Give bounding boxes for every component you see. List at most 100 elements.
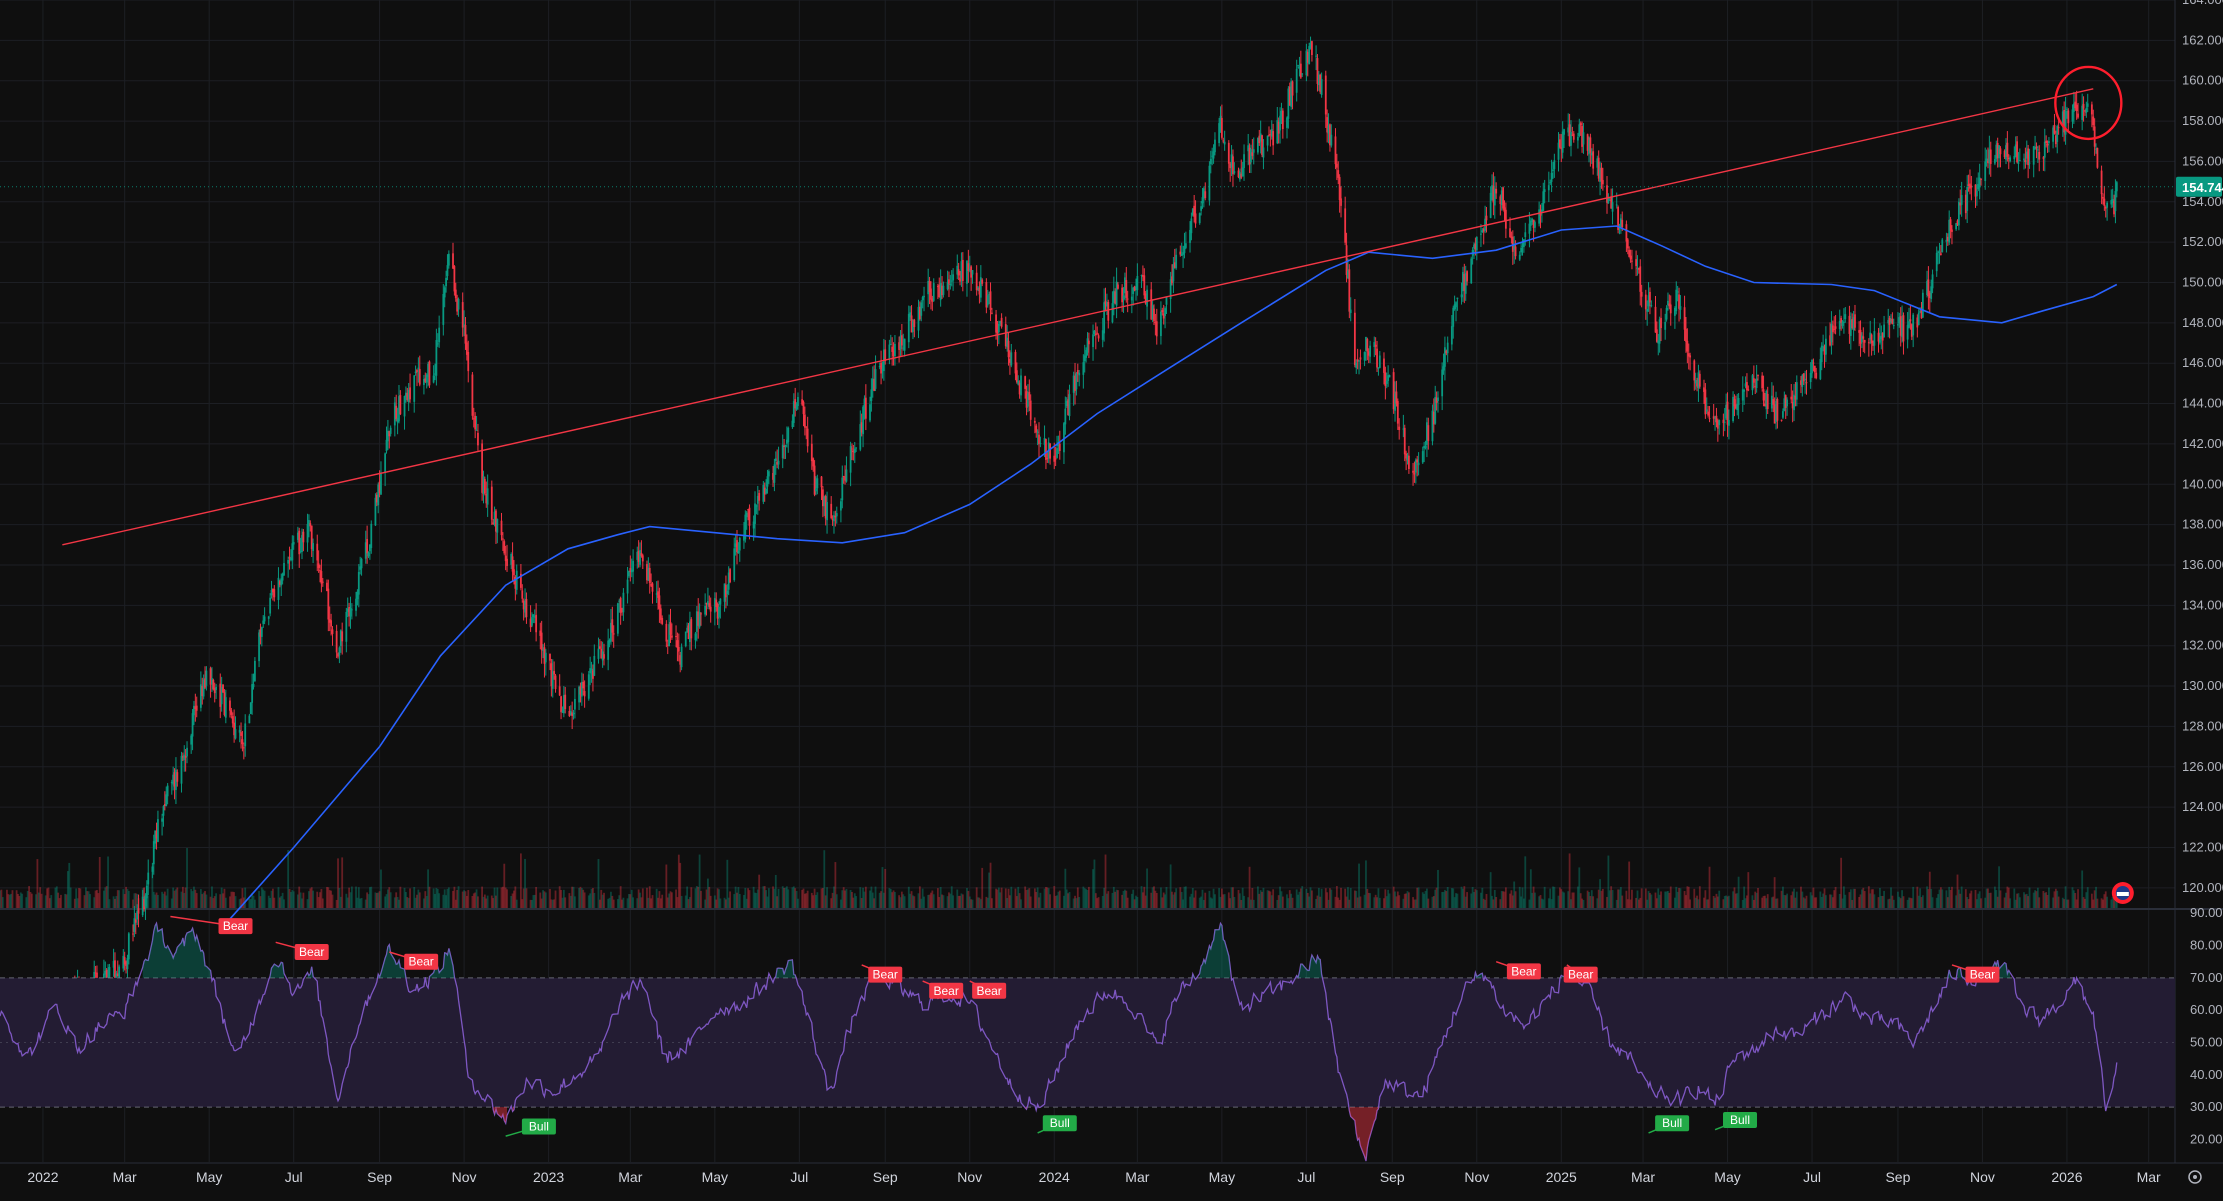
candle-body[interactable] [416, 370, 418, 373]
candle-body[interactable] [1182, 252, 1184, 255]
candle-body[interactable] [1751, 375, 1754, 391]
candle-body[interactable] [423, 379, 425, 385]
candle-body[interactable] [747, 509, 749, 511]
candle-body[interactable] [558, 686, 561, 696]
candle-body[interactable] [1453, 304, 1456, 310]
candle-body[interactable] [349, 608, 352, 617]
candle-body[interactable] [389, 427, 392, 434]
candle-body[interactable] [500, 520, 503, 536]
candle-body[interactable] [1144, 293, 1147, 304]
candle-body[interactable] [823, 496, 826, 507]
candle-body[interactable] [535, 614, 538, 633]
candle-body[interactable] [1024, 376, 1027, 389]
candle-body[interactable] [1087, 340, 1090, 345]
candle-body[interactable] [767, 471, 770, 477]
candle-body[interactable] [1901, 318, 1903, 338]
candle-body[interactable] [1212, 151, 1215, 159]
candle-body[interactable] [1010, 352, 1013, 366]
candle-body[interactable] [1995, 144, 1998, 159]
candle-body[interactable] [1899, 316, 1902, 336]
candle-body[interactable] [288, 557, 291, 559]
candle-body[interactable] [826, 502, 828, 521]
candle-body[interactable] [1416, 459, 1419, 463]
candle-body[interactable] [1220, 117, 1223, 138]
candle-body[interactable] [348, 607, 351, 617]
candle-body[interactable] [1151, 305, 1154, 320]
candle-body[interactable] [2023, 158, 2025, 161]
candle-body[interactable] [705, 602, 708, 605]
candle-body[interactable] [1999, 148, 2002, 155]
candle-body[interactable] [1590, 152, 1593, 156]
candle-body[interactable] [1355, 362, 1358, 368]
candle-body[interactable] [600, 648, 603, 659]
candle-body[interactable] [213, 687, 216, 694]
candle-body[interactable] [1460, 294, 1463, 298]
candle-body[interactable] [368, 544, 371, 552]
candle-body[interactable] [442, 293, 445, 325]
candle-body[interactable] [1035, 425, 1038, 433]
candle-body[interactable] [2104, 206, 2107, 209]
candle-body[interactable] [792, 401, 795, 423]
candle-body[interactable] [1403, 427, 1406, 455]
candle-body[interactable] [1703, 387, 1705, 392]
candle-body[interactable] [628, 570, 630, 577]
candle-body[interactable] [1723, 421, 1726, 423]
candle-body[interactable] [598, 646, 601, 649]
candle-body[interactable] [881, 369, 884, 371]
candle-body[interactable] [1229, 163, 1232, 169]
candle-body[interactable] [1883, 324, 1885, 338]
candle-body[interactable] [562, 695, 565, 714]
candle-body[interactable] [1669, 304, 1672, 314]
candle-body[interactable] [1101, 330, 1104, 340]
candle-body[interactable] [134, 919, 137, 923]
candle-body[interactable] [1928, 292, 1931, 299]
candle-body[interactable] [1637, 268, 1640, 270]
candle-body[interactable] [1945, 239, 1948, 242]
candle-body[interactable] [1793, 394, 1795, 411]
candle-body[interactable] [932, 283, 935, 301]
candle-body[interactable] [529, 618, 532, 628]
candle-body[interactable] [1500, 190, 1503, 206]
candle-body[interactable] [1140, 274, 1143, 276]
candle-body[interactable] [863, 398, 866, 411]
candle-body[interactable] [1542, 191, 1545, 211]
candle-body[interactable] [1696, 383, 1698, 387]
candle-body[interactable] [396, 418, 399, 423]
candle-body[interactable] [418, 369, 421, 385]
candle-body[interactable] [1491, 185, 1493, 197]
candle-body[interactable] [1615, 204, 1618, 206]
candle-body[interactable] [531, 617, 533, 626]
candle-body[interactable] [1732, 396, 1734, 422]
candle-body[interactable] [1445, 350, 1448, 354]
candle-body[interactable] [909, 312, 912, 318]
candle-body[interactable] [1794, 395, 1797, 400]
candle-body[interactable] [326, 582, 328, 592]
candle-body[interactable] [1926, 281, 1928, 295]
candle-body[interactable] [1596, 158, 1599, 168]
candle-body[interactable] [845, 469, 848, 482]
candle-body[interactable] [892, 350, 895, 357]
candle-body[interactable] [975, 272, 978, 291]
candle-body[interactable] [1315, 55, 1317, 57]
candle-body[interactable] [1647, 295, 1650, 307]
candle-body[interactable] [864, 397, 867, 419]
candle-body[interactable] [1202, 188, 1205, 199]
candle-body[interactable] [734, 543, 737, 548]
candle-body[interactable] [1782, 411, 1784, 418]
candle-body[interactable] [2054, 135, 2057, 145]
candle-body[interactable] [927, 280, 930, 295]
candle-body[interactable] [350, 609, 353, 611]
candle-body[interactable] [393, 402, 396, 426]
candle-body[interactable] [132, 933, 134, 935]
candle-body[interactable] [1611, 202, 1614, 212]
candle-body[interactable] [1683, 307, 1686, 330]
candle-body[interactable] [413, 375, 416, 402]
candle-body[interactable] [966, 260, 968, 284]
candle-body[interactable] [795, 404, 798, 410]
rsi-pane[interactable] [0, 921, 2175, 1162]
candle-body[interactable] [1434, 396, 1437, 424]
candle-body[interactable] [978, 287, 981, 295]
candle-body[interactable] [1340, 198, 1342, 206]
candle-body[interactable] [96, 972, 98, 979]
candle-body[interactable] [1345, 245, 1348, 275]
